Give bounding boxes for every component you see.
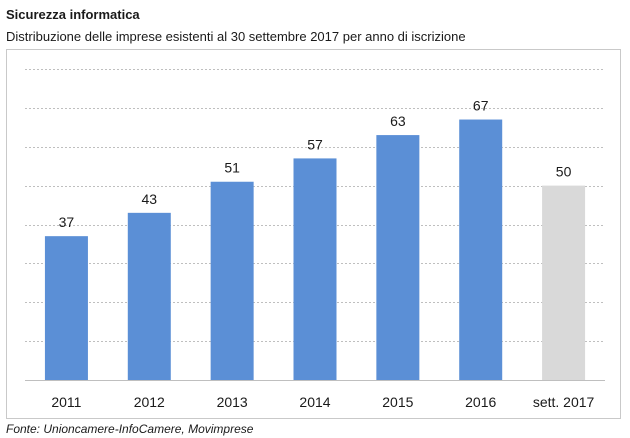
data-label: 51 (224, 160, 240, 176)
data-label: 67 (473, 98, 489, 114)
bar (127, 212, 171, 380)
chart-subtitle: Distribuzione delle imprese esistenti al… (6, 29, 466, 44)
bar (542, 185, 586, 380)
data-label: 43 (141, 191, 157, 207)
data-label: 63 (390, 113, 406, 129)
bar (293, 158, 337, 380)
chart-title: Sicurezza informatica (6, 7, 140, 22)
bar (376, 135, 420, 380)
x-tick-label: 2011 (51, 394, 81, 410)
x-tick-label: 2014 (299, 394, 330, 410)
x-tick-label: 2015 (382, 394, 413, 410)
x-tick-label: 2016 (465, 394, 496, 410)
bar (210, 181, 254, 380)
bar (459, 119, 503, 380)
source-note: Fonte: Unioncamere-InfoCamere, Movimpres… (6, 422, 254, 436)
data-label: 50 (556, 164, 572, 180)
bar-chart: 37 2011 43 2012 51 2013 57 2014 63 2015 67 2016 50 se… (25, 69, 605, 410)
data-label: 57 (307, 136, 323, 152)
bar (44, 236, 88, 380)
data-label: 37 (59, 214, 75, 230)
x-tick-label: 2012 (134, 394, 165, 410)
x-tick-label: sett. 2017 (533, 394, 595, 410)
x-tick-label: 2013 (217, 394, 248, 410)
chart-area: 37 2011 43 2012 51 2013 57 2014 63 2015 67 2016 50 se… (6, 49, 621, 419)
